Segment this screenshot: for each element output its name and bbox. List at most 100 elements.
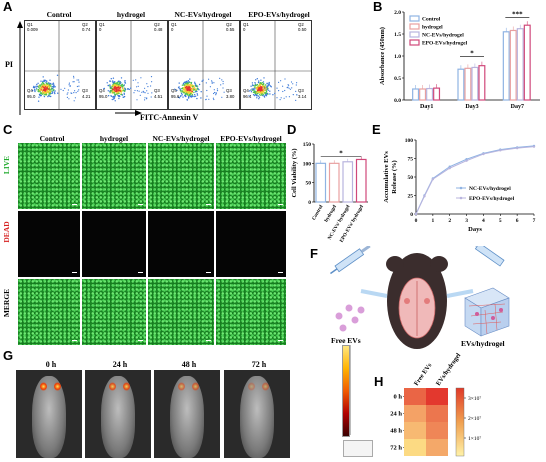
- scale-bar: [72, 272, 77, 273]
- fluorescence-spot: [178, 382, 185, 391]
- ld-row-dead: DEAD: [2, 221, 11, 243]
- h-cell: [426, 405, 448, 422]
- mouse-silhouette: [240, 376, 274, 458]
- e-xtick-label: 5: [499, 218, 502, 224]
- fluorescence-spot: [109, 382, 116, 391]
- b-bar: [464, 67, 472, 101]
- scale-bar: [138, 272, 143, 273]
- e-point: [431, 178, 435, 181]
- q3-label: Q3: [226, 88, 232, 93]
- flow-plot-1: Q1 0 Q2 0.48 Q4 95.0 Q3 4.51: [96, 20, 168, 110]
- e-ytick-label: 50: [408, 175, 414, 181]
- q4-label: Q4: [171, 88, 177, 93]
- ld-row-live: LIVE: [2, 155, 11, 175]
- flow-plot-0: Q1 0.009 Q2 0.74 Q4 95.0 Q3 4.21: [24, 20, 96, 110]
- e-point: [465, 159, 468, 162]
- q4-label: Q4: [243, 88, 249, 93]
- b-xtick-label: Day1: [420, 104, 433, 110]
- e-xlabel: Days: [468, 226, 482, 233]
- scale-bar: [138, 340, 143, 341]
- d-ytick-label: 0: [308, 200, 311, 206]
- q4-label: Q4: [99, 88, 105, 93]
- q4-value: 95.6: [171, 94, 180, 99]
- flow-scatter: [241, 21, 311, 109]
- b-sig-star: *: [470, 50, 474, 58]
- ld-header-0: Control: [39, 134, 65, 143]
- chart-b: 0.0 0.5 1.0 1.5 2.0 Absorbance (450nm) Day1 Day…: [379, 10, 540, 110]
- q4-value: 96.4: [243, 94, 252, 99]
- scale-bar: [278, 204, 283, 205]
- schematic-f: Free EVs EVs/hydrogel: [325, 238, 510, 356]
- fluorescence-spot: [248, 382, 255, 391]
- q2-label: Q2: [154, 22, 160, 27]
- e-point: [532, 145, 536, 148]
- fluorescence-spot: [262, 382, 269, 391]
- h-cell: [404, 439, 426, 456]
- b-bar: [471, 66, 479, 101]
- imaging-tile-2: [154, 370, 220, 458]
- ld-image-merge-2: [148, 279, 214, 345]
- h-row-label: 48 h: [390, 428, 402, 435]
- flow-header-2: NC-EVs/hydrogel: [174, 10, 232, 19]
- b-bar: [419, 88, 427, 101]
- b-ytick-label: 1.5: [394, 32, 401, 38]
- h-colorbar: [455, 387, 465, 457]
- d-sig-star: *: [339, 149, 343, 157]
- scale-bar: [72, 340, 77, 341]
- img-time-1: 24 h: [112, 360, 128, 369]
- e-legend-label: EPO-EVs/hydrogel: [469, 196, 515, 202]
- e-point: [448, 166, 451, 170]
- h-row-label: 72 h: [390, 445, 402, 452]
- q4-value: 95.0: [99, 94, 108, 99]
- h-cell: [426, 439, 448, 456]
- scale-bar: [206, 204, 211, 205]
- b-ytick-label: 0.0: [394, 98, 401, 104]
- b-xtick-label: Day7: [511, 104, 524, 110]
- b-bar: [457, 68, 465, 101]
- q1-label: Q1: [243, 22, 249, 27]
- e-ytick-label: 25: [408, 194, 414, 200]
- imaging-colorbar-ticks: [350, 345, 369, 435]
- q2-label: Q2: [226, 22, 232, 27]
- imaging-tile-3: [224, 370, 290, 458]
- imaging-colorbar: [342, 345, 350, 437]
- q4-label: Q4: [27, 88, 33, 93]
- h-col-label: Free EVs: [413, 362, 434, 387]
- ld-image-live-3: [216, 143, 286, 209]
- label-evs-hydrogel: EVs/hydrogel: [461, 339, 505, 348]
- q1-label: Q1: [27, 22, 33, 27]
- label-free-evs: Free EVs: [331, 336, 361, 345]
- ld-image-dead-2: [148, 211, 214, 277]
- flow-xlabel: FITC-Annexin V: [140, 113, 199, 122]
- ld-image-merge-0: [18, 279, 80, 345]
- flow-x-arrow: [115, 110, 142, 116]
- imaging-tile-1: [85, 370, 151, 458]
- scale-bar: [138, 204, 143, 205]
- ld-image-dead-3: [216, 211, 286, 277]
- e-point: [414, 212, 418, 216]
- flow-plot-3: Q1 0 Q2 0.50 Q4 96.4 Q3 3.14: [240, 20, 312, 110]
- mouse-silhouette: [32, 376, 66, 458]
- d-xtick-label: hydrogel: [324, 204, 338, 223]
- b-bar: [478, 65, 486, 101]
- scale-bar: [278, 272, 283, 273]
- e-legend-marker: [459, 196, 463, 200]
- b-ytick-label: 1.0: [394, 54, 401, 60]
- ld-image-merge-1: [82, 279, 146, 345]
- d-xtick-label: Control: [312, 204, 325, 221]
- h-cell: [426, 422, 448, 439]
- b-legend-swatch: [409, 23, 420, 30]
- e-point: [499, 149, 502, 152]
- b-legend-swatch: [409, 15, 420, 22]
- q2-value: 0.50: [298, 27, 307, 32]
- q2-label: Q2: [298, 22, 304, 27]
- ld-image-live-2: [148, 143, 214, 209]
- q3-value: 3.14: [298, 94, 307, 99]
- q3-label: Q3: [82, 88, 88, 93]
- h-col-label: EVs/hydrogel: [435, 352, 463, 387]
- q3-value: 4.51: [154, 94, 163, 99]
- e-ytick-label: 0: [410, 212, 413, 218]
- flow-plot-2: Q1 0 Q2 0.55 Q4 95.6 Q3 3.80: [168, 20, 240, 110]
- scale-bar: [278, 340, 283, 341]
- flow-header-1: hydrogel: [116, 10, 146, 19]
